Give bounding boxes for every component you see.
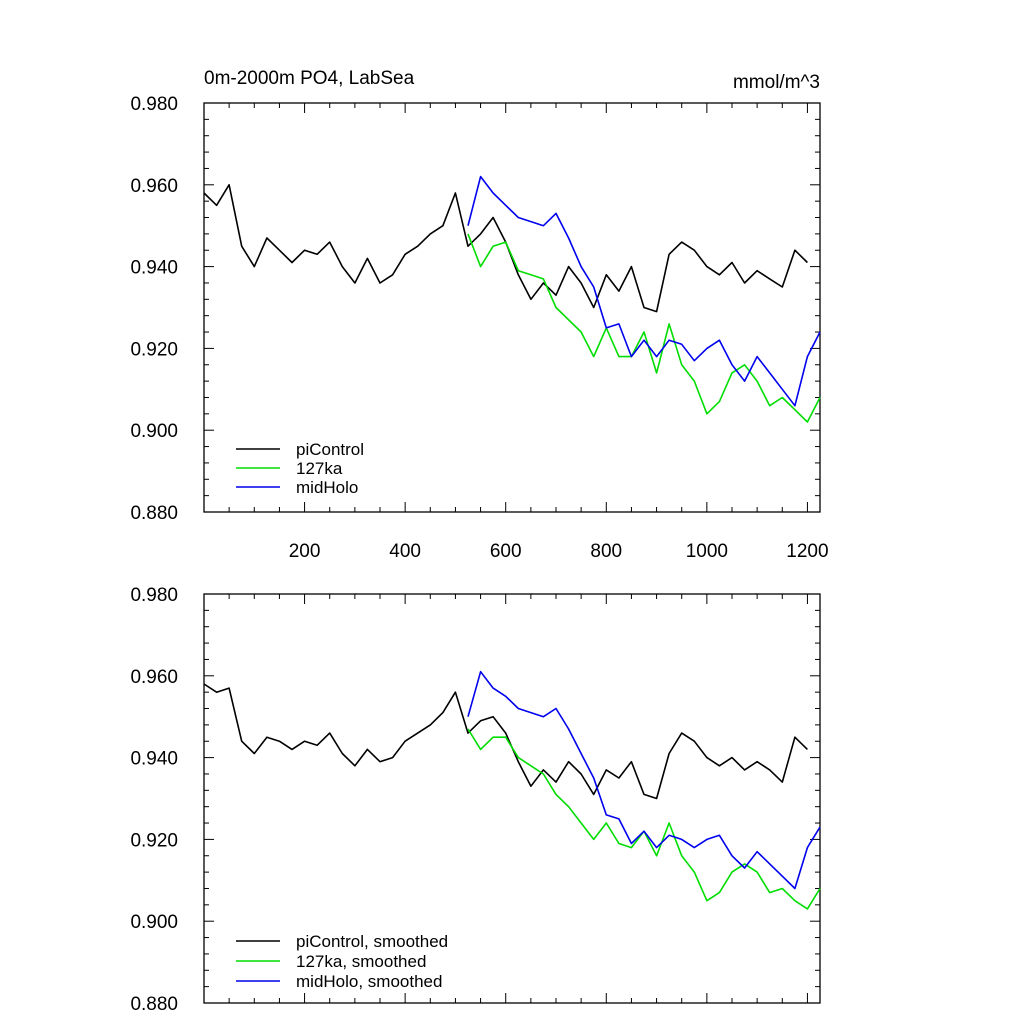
series-line-0 — [203, 683, 808, 800]
legend-label: 127ka — [296, 459, 343, 478]
x-tick-label: 200 — [289, 541, 321, 562]
y-tick-label: 0.940 — [130, 258, 178, 279]
series-line-2 — [467, 670, 821, 890]
y-tick-label: 0.980 — [130, 94, 178, 115]
series-line-1 — [467, 728, 821, 910]
top-panel: 0.880 0.900 0.920 0.940 0.960 0.980 200 400 600 8… — [130, 94, 828, 562]
x-tick-label: 1000 — [686, 541, 728, 562]
x-tick-label: 1200 — [786, 541, 828, 562]
series-line-0 — [203, 184, 808, 313]
plot-frame — [203, 102, 821, 513]
x-tick-label: 600 — [490, 541, 522, 562]
y-tick-label: 0.960 — [130, 176, 178, 197]
y-tick-label: 0.920 — [130, 339, 178, 360]
y-tick-label: 0.980 — [130, 585, 178, 606]
legend-label: midHolo — [296, 478, 358, 497]
series-line-2 — [467, 175, 821, 407]
y-tick-label: 0.900 — [130, 912, 178, 933]
x-tick-label: 400 — [389, 541, 421, 562]
series-line-1 — [467, 233, 821, 423]
y-tick-label: 0.900 — [130, 421, 178, 442]
y-tick-label: 0.960 — [130, 667, 178, 688]
y-tick-label: 0.880 — [130, 503, 178, 524]
legend-label: 127ka, smoothed — [296, 952, 426, 971]
bottom-panel: 0.880 0.900 0.920 0.940 0.960 0.980 piControl,… — [130, 585, 821, 1015]
units-label: mmol/m^3 — [733, 72, 820, 93]
legend-label: piControl, smoothed — [296, 932, 448, 951]
y-tick-label: 0.940 — [130, 749, 178, 770]
y-tick-label: 0.920 — [130, 830, 178, 851]
plot-frame — [203, 593, 821, 1004]
x-tick-label: 800 — [590, 541, 622, 562]
y-tick-label: 0.880 — [130, 994, 178, 1015]
chart-title: 0m-2000m PO4, LabSea — [204, 68, 415, 89]
legend-label: piControl — [296, 440, 364, 459]
legend-label: midHolo, smoothed — [296, 972, 442, 991]
